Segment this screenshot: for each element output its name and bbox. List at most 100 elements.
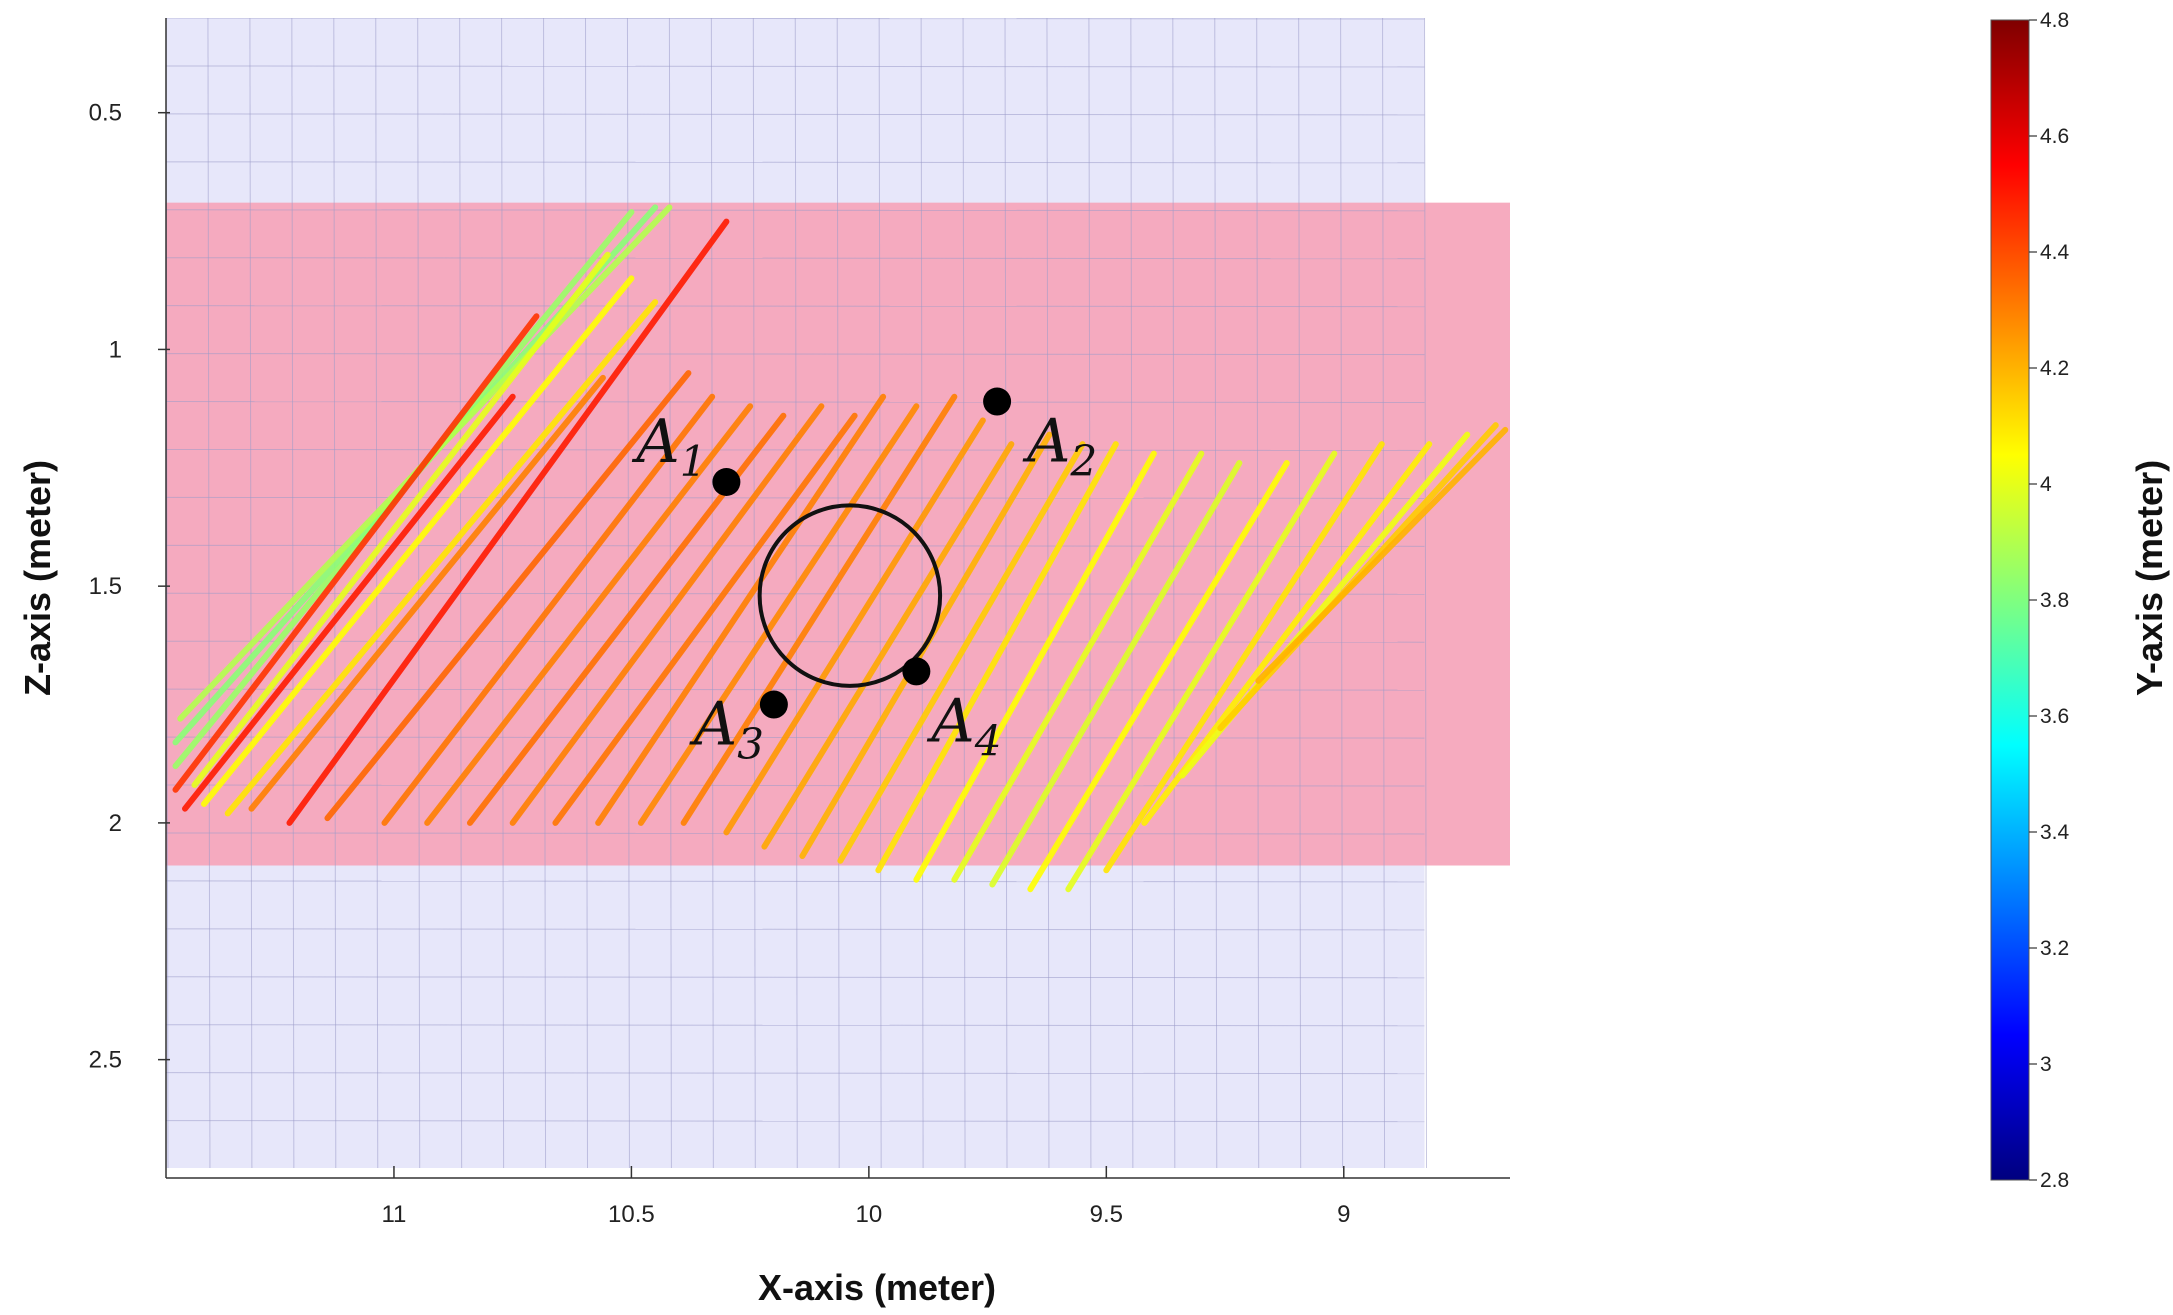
scan-line [248,374,606,812]
axes [165,18,1510,1179]
scan-line [913,450,1157,883]
grid-line [166,688,1425,691]
plot-area [166,18,1510,1170]
colorbar-tick-label: 4.8 [2040,9,2069,32]
grid-line [166,928,1425,931]
y-tick-label: 1.5 [89,573,122,600]
grid-line [166,401,1425,404]
scan-line [286,218,730,826]
colorbar-tick-label: 4.6 [2040,125,2069,148]
scan-lines [172,204,1509,893]
scan-line [191,251,611,789]
grid-line [166,353,1425,356]
colorbar-tick-label: 3 [2040,1053,2052,1076]
y-tick-label: 2.5 [89,1047,122,1074]
grid-line [1046,18,1050,1168]
grid-line [166,257,1425,260]
grid-line [166,1024,1425,1027]
grid-line [166,305,1425,308]
grid-line [1130,18,1134,1168]
scan-line [172,313,540,793]
colorbar-tick-label: 2.8 [2040,1169,2069,1192]
colorbar-tick-label: 3.4 [2040,821,2070,844]
grid-line [1424,18,1428,1168]
colorbar: 4.8 4.6 4.4 4.2 4 3.8 3.6 3.4 3.2 3 2.8 Y-axis (me… [1990,9,2170,1192]
scan-line [1027,460,1290,893]
colorbar-tick-label: 4 [2040,473,2052,496]
scan-line [637,403,920,826]
grid-line [1382,18,1386,1168]
y-tick-label: 1 [109,336,122,363]
y-axis-title: Z-axis (meter) [17,460,58,696]
x-tick-label: 9 [1337,1201,1350,1228]
scan-line [1103,441,1385,874]
x-axis-ticks: 11 10.5 10 9.5 9 [381,1166,1350,1228]
grid-line [1214,18,1218,1168]
colorbar-tick-label: 3.2 [2040,937,2069,960]
grid-line [1172,18,1176,1168]
grid-line [1298,18,1302,1168]
y-tick-label: 2 [109,810,122,837]
colorbar-title: Y-axis (meter) [2129,460,2170,696]
scan-line [224,299,659,817]
grid-line [166,18,1425,20]
grid-line [166,448,1425,451]
scan-line [200,275,635,807]
scan-line [875,441,1119,874]
x-axis-title: X-axis (meter) [758,1267,996,1308]
grid-line [166,65,1425,68]
colorbar-gradient [1990,19,2030,1181]
grid-line [1256,18,1260,1168]
grid-line [166,209,1425,212]
scan-line [324,370,692,822]
point-label: A4 [926,686,1001,765]
point-a4 [902,657,931,686]
scan-line [680,393,958,826]
scan-line [1255,426,1509,684]
colorbar-tick-label: 4.2 [2040,357,2069,380]
grid-line [1088,18,1092,1168]
scan-line [951,450,1205,883]
grid-line [1004,18,1008,1168]
point-a2 [983,387,1012,416]
x-tick-label: 9.5 [1090,1201,1123,1228]
point-a3 [759,690,788,719]
grid-line [166,832,1425,835]
point-label-subscript: 4 [974,716,1002,765]
grid-line [166,880,1425,883]
grid-line [166,1072,1425,1075]
x-tick-label: 10.5 [608,1201,655,1228]
colorbar-tick-label: 3.8 [2040,589,2069,612]
point-label-subscript: 3 [737,720,764,769]
y-axis-ticks: 0.5 1 1.5 2 2.5 [89,100,170,1074]
x-tick-label: 11 [381,1201,406,1228]
y-tick-label: 0.5 [89,100,122,127]
scan-line [595,393,887,826]
scan-line [723,417,986,836]
point-a1 [712,468,741,496]
scan-line [837,441,1086,864]
colorbar-ticks: 4.8 4.6 4.4 4.2 4 3.8 3.6 3.4 3.2 3 2.8 [2029,9,2070,1192]
x-tick-label: 10 [856,1201,883,1228]
scan-line [989,460,1243,888]
scan-line [552,412,858,826]
point-label-subscript: 1 [680,437,707,486]
point-label-subscript: 2 [1069,437,1097,486]
scan-line [181,393,516,812]
colorbar-tick-label: 4.4 [2040,241,2070,264]
grid-line [166,161,1425,164]
scan-line [424,403,754,826]
grid-line [836,18,840,1168]
grid-line [962,18,966,1168]
scan-line [381,393,716,826]
colorbar-tick-label: 3.6 [2040,705,2069,728]
grid-line [166,976,1425,979]
grid-line [166,1120,1425,1123]
grid-line [166,113,1425,116]
grid-line [166,544,1425,547]
grid-line [166,1169,1425,1170]
grid-line [878,18,882,1168]
circle-marker [757,503,943,688]
